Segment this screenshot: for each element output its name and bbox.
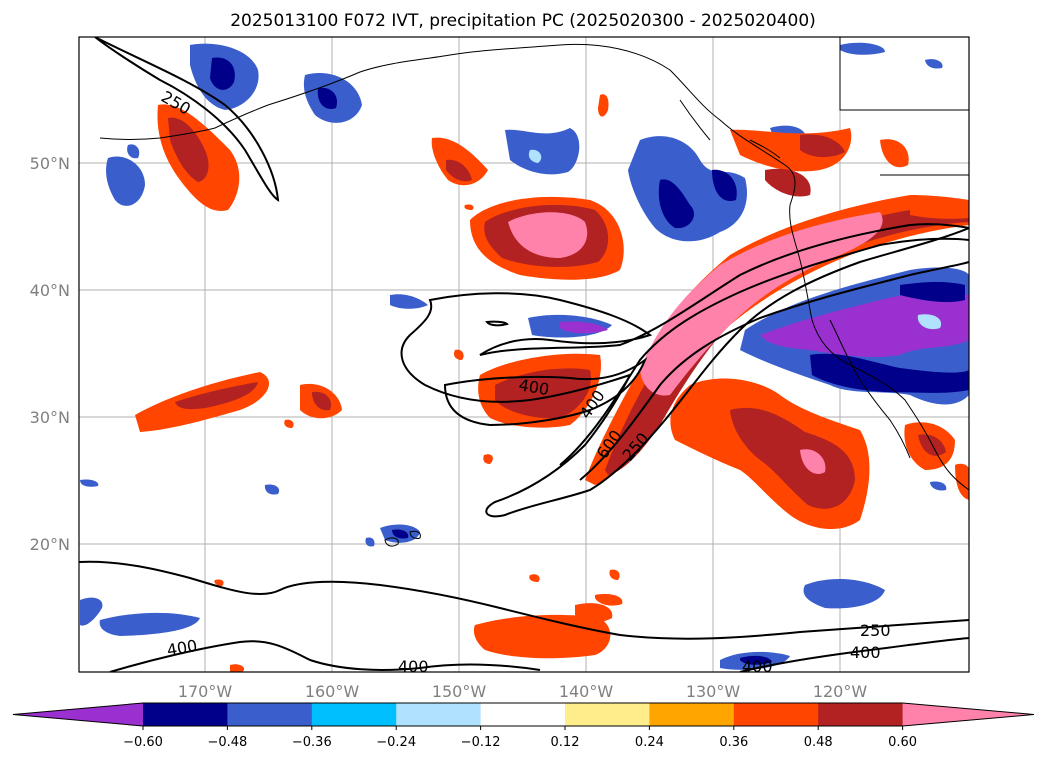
- lon-tick-label: 160°W: [305, 682, 360, 701]
- lon-tick-label: 170°W: [178, 682, 233, 701]
- lon-tick-label: 120°W: [813, 682, 868, 701]
- lat-tick-labels: 50°N 40°N 30°N 20°N: [30, 154, 70, 554]
- colorbar-extend-high: [902, 703, 1034, 726]
- colorbar-segment: [649, 703, 735, 726]
- lat-tick-label: 50°N: [30, 154, 70, 173]
- contour-label: 400: [398, 657, 429, 676]
- lat-tick-label: 30°N: [30, 408, 70, 427]
- lon-tick-labels: 170°W 160°W 150°W 140°W 130°W 120°W: [178, 682, 868, 701]
- map-frame: [78, 36, 970, 673]
- lon-tick-label: 140°W: [559, 682, 614, 701]
- colorbar-segment: [143, 703, 228, 726]
- contour-label: 400: [742, 657, 773, 676]
- colorbar-tick-label: −0.48: [207, 735, 247, 750]
- colorbar-extend-low: [13, 703, 143, 726]
- colorbar: −0.60 −0.48 −0.36 −0.24 −0.12 0.12 0.24 0.36 0.4…: [12, 702, 1035, 750]
- colorbar-segment: [733, 703, 819, 726]
- colorbar-segment: [818, 703, 904, 726]
- colorbar-segment: [565, 703, 650, 726]
- colorbar-tick-label: 0.24: [635, 735, 664, 750]
- lon-tick-label: 130°W: [686, 682, 741, 701]
- coastlines: [99, 37, 969, 547]
- colorbar-segment: [480, 703, 566, 726]
- contour-label: 250: [860, 621, 891, 640]
- lat-tick-label: 40°N: [30, 281, 70, 300]
- colorbar-tick-label: −0.36: [292, 735, 332, 750]
- colorbar-segment: [396, 703, 482, 726]
- lon-tick-label: 150°W: [432, 682, 487, 701]
- colorbar-tick-label: −0.12: [461, 735, 501, 750]
- colorbar-segment: [311, 703, 397, 726]
- colorbar-tick-label: −0.60: [123, 735, 163, 750]
- colorbar-tick-label: 0.60: [888, 735, 917, 750]
- lat-tick-label: 20°N: [30, 535, 70, 554]
- colorbar-tick-label: 0.36: [719, 735, 748, 750]
- contour-label: 400: [850, 643, 881, 662]
- colorbar-tick-label: 0.48: [804, 735, 833, 750]
- figure-title: 2025013100 F072 IVT, precipitation PC (2…: [230, 11, 816, 31]
- colorbar-tick-label: −0.24: [376, 735, 416, 750]
- map-panel: 250 400 400 600 250 400 400 400 250 400: [78, 36, 970, 676]
- ivt-contours: [79, 37, 969, 672]
- colorbar-tick-label: 0.12: [551, 735, 580, 750]
- colorbar-segment: [227, 703, 313, 726]
